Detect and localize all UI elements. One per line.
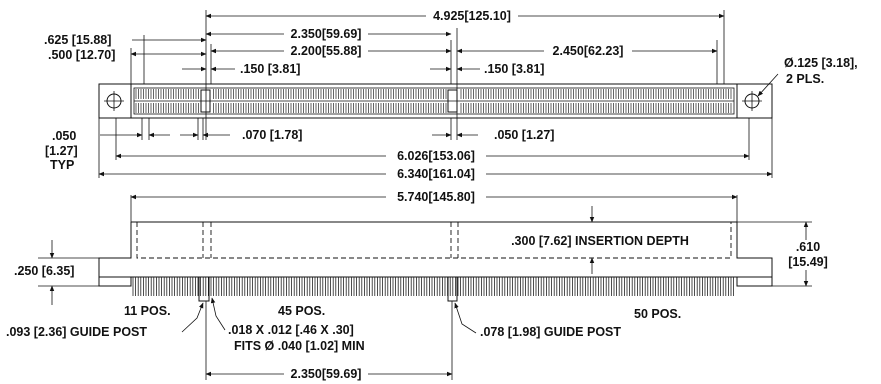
label-50-pos: 50 POS.: [634, 307, 681, 321]
connector-side-outline: [98, 221, 773, 278]
dim-050-line3: TYP: [50, 158, 74, 172]
dim-2350-bottom: 2.350[59.69]: [291, 367, 362, 381]
dim-overall-right: 4.925[125.10]: [433, 9, 511, 23]
dim-hole-line2: 2 PLS.: [786, 72, 824, 86]
dim-2350-top: 2.350[59.69]: [291, 27, 362, 41]
side-view: 5.740[145.80] .300 [7.62] INSERTION DEPT…: [6, 189, 828, 381]
pin-row: [132, 277, 734, 296]
label-45-pos: 45 POS.: [278, 304, 325, 318]
dim-610-line1: .610: [796, 240, 820, 254]
dim-610-line2: [15.49]: [788, 255, 828, 269]
dim-050-right: .050 [1.27]: [494, 128, 554, 142]
dim-150-right: .150 [3.81]: [484, 62, 544, 76]
dim-050-line2: [1.27]: [45, 144, 78, 158]
dim-6026: 6.026[153.06]: [397, 149, 475, 163]
dim-2450: 2.450[62.23]: [553, 44, 624, 58]
pin-size-line1: .018 X .012 [.46 X .30]: [228, 323, 354, 337]
dim-625: .625 [15.88]: [44, 33, 111, 47]
dim-2200: 2.200[55.88]: [291, 44, 362, 58]
mounting-hole-right: [742, 91, 762, 111]
dim-050-line1: .050: [52, 129, 76, 143]
dim-6340: 6.340[161.04]: [397, 167, 475, 181]
contact-rows-top: [135, 89, 732, 113]
dim-5740: 5.740[145.80]: [397, 190, 475, 204]
insertion-depth-label: .300 [7.62] INSERTION DEPTH: [511, 234, 689, 248]
dim-hole-line1: Ø.125 [3.18],: [784, 56, 858, 70]
dim-070: .070 [1.78]: [242, 128, 302, 142]
guide-post-078-label: .078 [1.98] GUIDE POST: [480, 325, 621, 339]
pin-size-line2: FITS Ø .040 [1.02] MIN: [234, 339, 365, 353]
key-left: [200, 89, 211, 113]
dim-150-left: .150 [3.81]: [240, 62, 300, 76]
dim-250: .250 [6.35]: [14, 264, 74, 278]
guide-post-right: [447, 276, 458, 302]
label-11-pos: 11 POS.: [124, 304, 171, 318]
guide-post-left: [198, 276, 210, 302]
mounting-hole-left: [104, 91, 124, 111]
top-view: 4.925[125.10] 2.350[59.69] 2.200[55.88] …: [44, 8, 858, 181]
guide-post-093-label: .093 [2.36] GUIDE POST: [6, 325, 147, 339]
connector-body-outline: [98, 83, 773, 119]
dim-500: .500 [12.70]: [48, 48, 115, 62]
